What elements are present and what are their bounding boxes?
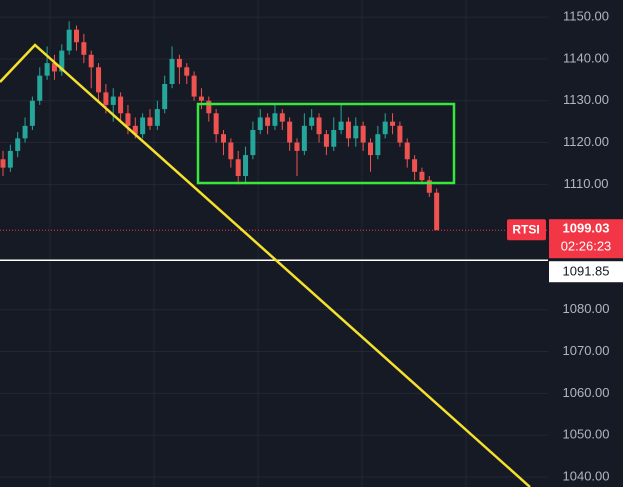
candle-body <box>250 130 256 156</box>
price-axis: 1040.00 1050.00 1060.00 1070.00 1080.00 1110.… <box>507 9 623 483</box>
candle-body <box>301 125 307 151</box>
candle-body <box>213 113 219 135</box>
candle-body <box>353 125 359 139</box>
candle-body <box>404 142 410 160</box>
candle-body <box>419 171 425 181</box>
candle-body <box>368 142 373 156</box>
candle-body <box>66 29 72 51</box>
candle-body <box>412 159 418 172</box>
candle-body <box>434 192 440 231</box>
candle-body <box>316 117 322 135</box>
y-tick-label: 1040.00 <box>563 468 610 483</box>
candle-body <box>191 75 197 97</box>
range-box <box>196 102 456 185</box>
candle-body <box>390 121 396 126</box>
candles <box>0 21 440 231</box>
candle-body <box>96 67 102 93</box>
candle-body <box>154 109 160 126</box>
candle-body <box>287 121 293 143</box>
y-tick-label: 1110.00 <box>563 176 608 191</box>
candle-body <box>265 117 271 126</box>
candle-body <box>125 113 131 126</box>
candle-body <box>88 54 94 68</box>
y-tick-label: 1070.00 <box>563 343 610 358</box>
candle-body <box>176 58 182 68</box>
candle-body <box>7 150 13 168</box>
candle-body <box>375 134 381 156</box>
candle-body <box>338 121 344 131</box>
candle-body <box>110 96 116 105</box>
candle-body <box>345 121 351 139</box>
candle-body <box>309 117 315 126</box>
y-tick-label: 1060.00 <box>563 385 610 400</box>
candle-body <box>228 142 234 160</box>
candle-body <box>81 42 87 55</box>
candle-body <box>51 63 57 72</box>
candle-body <box>206 100 212 114</box>
y-tick-label: 1120.00 <box>563 134 609 149</box>
candle-body <box>147 117 153 126</box>
level-label: 1091.85 <box>563 264 610 279</box>
candle-body <box>426 180 432 193</box>
trend-line <box>0 43 531 487</box>
candle-body <box>331 130 337 147</box>
symbol-tag <box>507 219 546 241</box>
candle-body <box>243 155 249 176</box>
candle-body <box>257 117 263 131</box>
candle-body <box>37 75 43 101</box>
candle-body <box>103 92 109 105</box>
candle-body <box>169 58 175 85</box>
y-tick-label: 1080.00 <box>563 301 610 316</box>
candle-body <box>15 138 21 151</box>
candle-body <box>184 67 190 76</box>
last-price-tag <box>549 219 623 259</box>
countdown-label: 02:26:23 <box>561 239 612 254</box>
candle-body <box>162 84 168 110</box>
candle-body <box>235 159 241 176</box>
y-tick-label: 1130.00 <box>563 92 609 107</box>
candle-body <box>29 100 35 126</box>
candle-body <box>221 134 226 143</box>
grid <box>0 16 548 478</box>
candle-body <box>22 125 28 139</box>
candle-body <box>140 117 146 135</box>
candle-body <box>44 63 50 76</box>
candle-body <box>74 29 79 43</box>
level-tag <box>549 261 623 283</box>
y-tick-label: 1150.00 <box>563 9 609 24</box>
candle-body <box>59 50 65 72</box>
y-tick-label: 1140.00 <box>563 50 609 65</box>
symbol-label: RTSI <box>512 222 539 236</box>
last-price-label: 1099.03 <box>563 221 610 236</box>
candle-body <box>132 125 138 135</box>
candle-body <box>360 125 366 143</box>
candle-body <box>118 96 124 114</box>
y-tick-label: 1050.00 <box>563 427 610 442</box>
candle-body <box>0 159 6 168</box>
candle-body <box>279 113 285 122</box>
candle-body <box>323 134 329 147</box>
candle-body <box>294 142 300 151</box>
candle-body <box>198 96 204 101</box>
candle-body <box>272 113 278 126</box>
candle-body <box>397 125 403 143</box>
candle-body <box>382 121 388 135</box>
